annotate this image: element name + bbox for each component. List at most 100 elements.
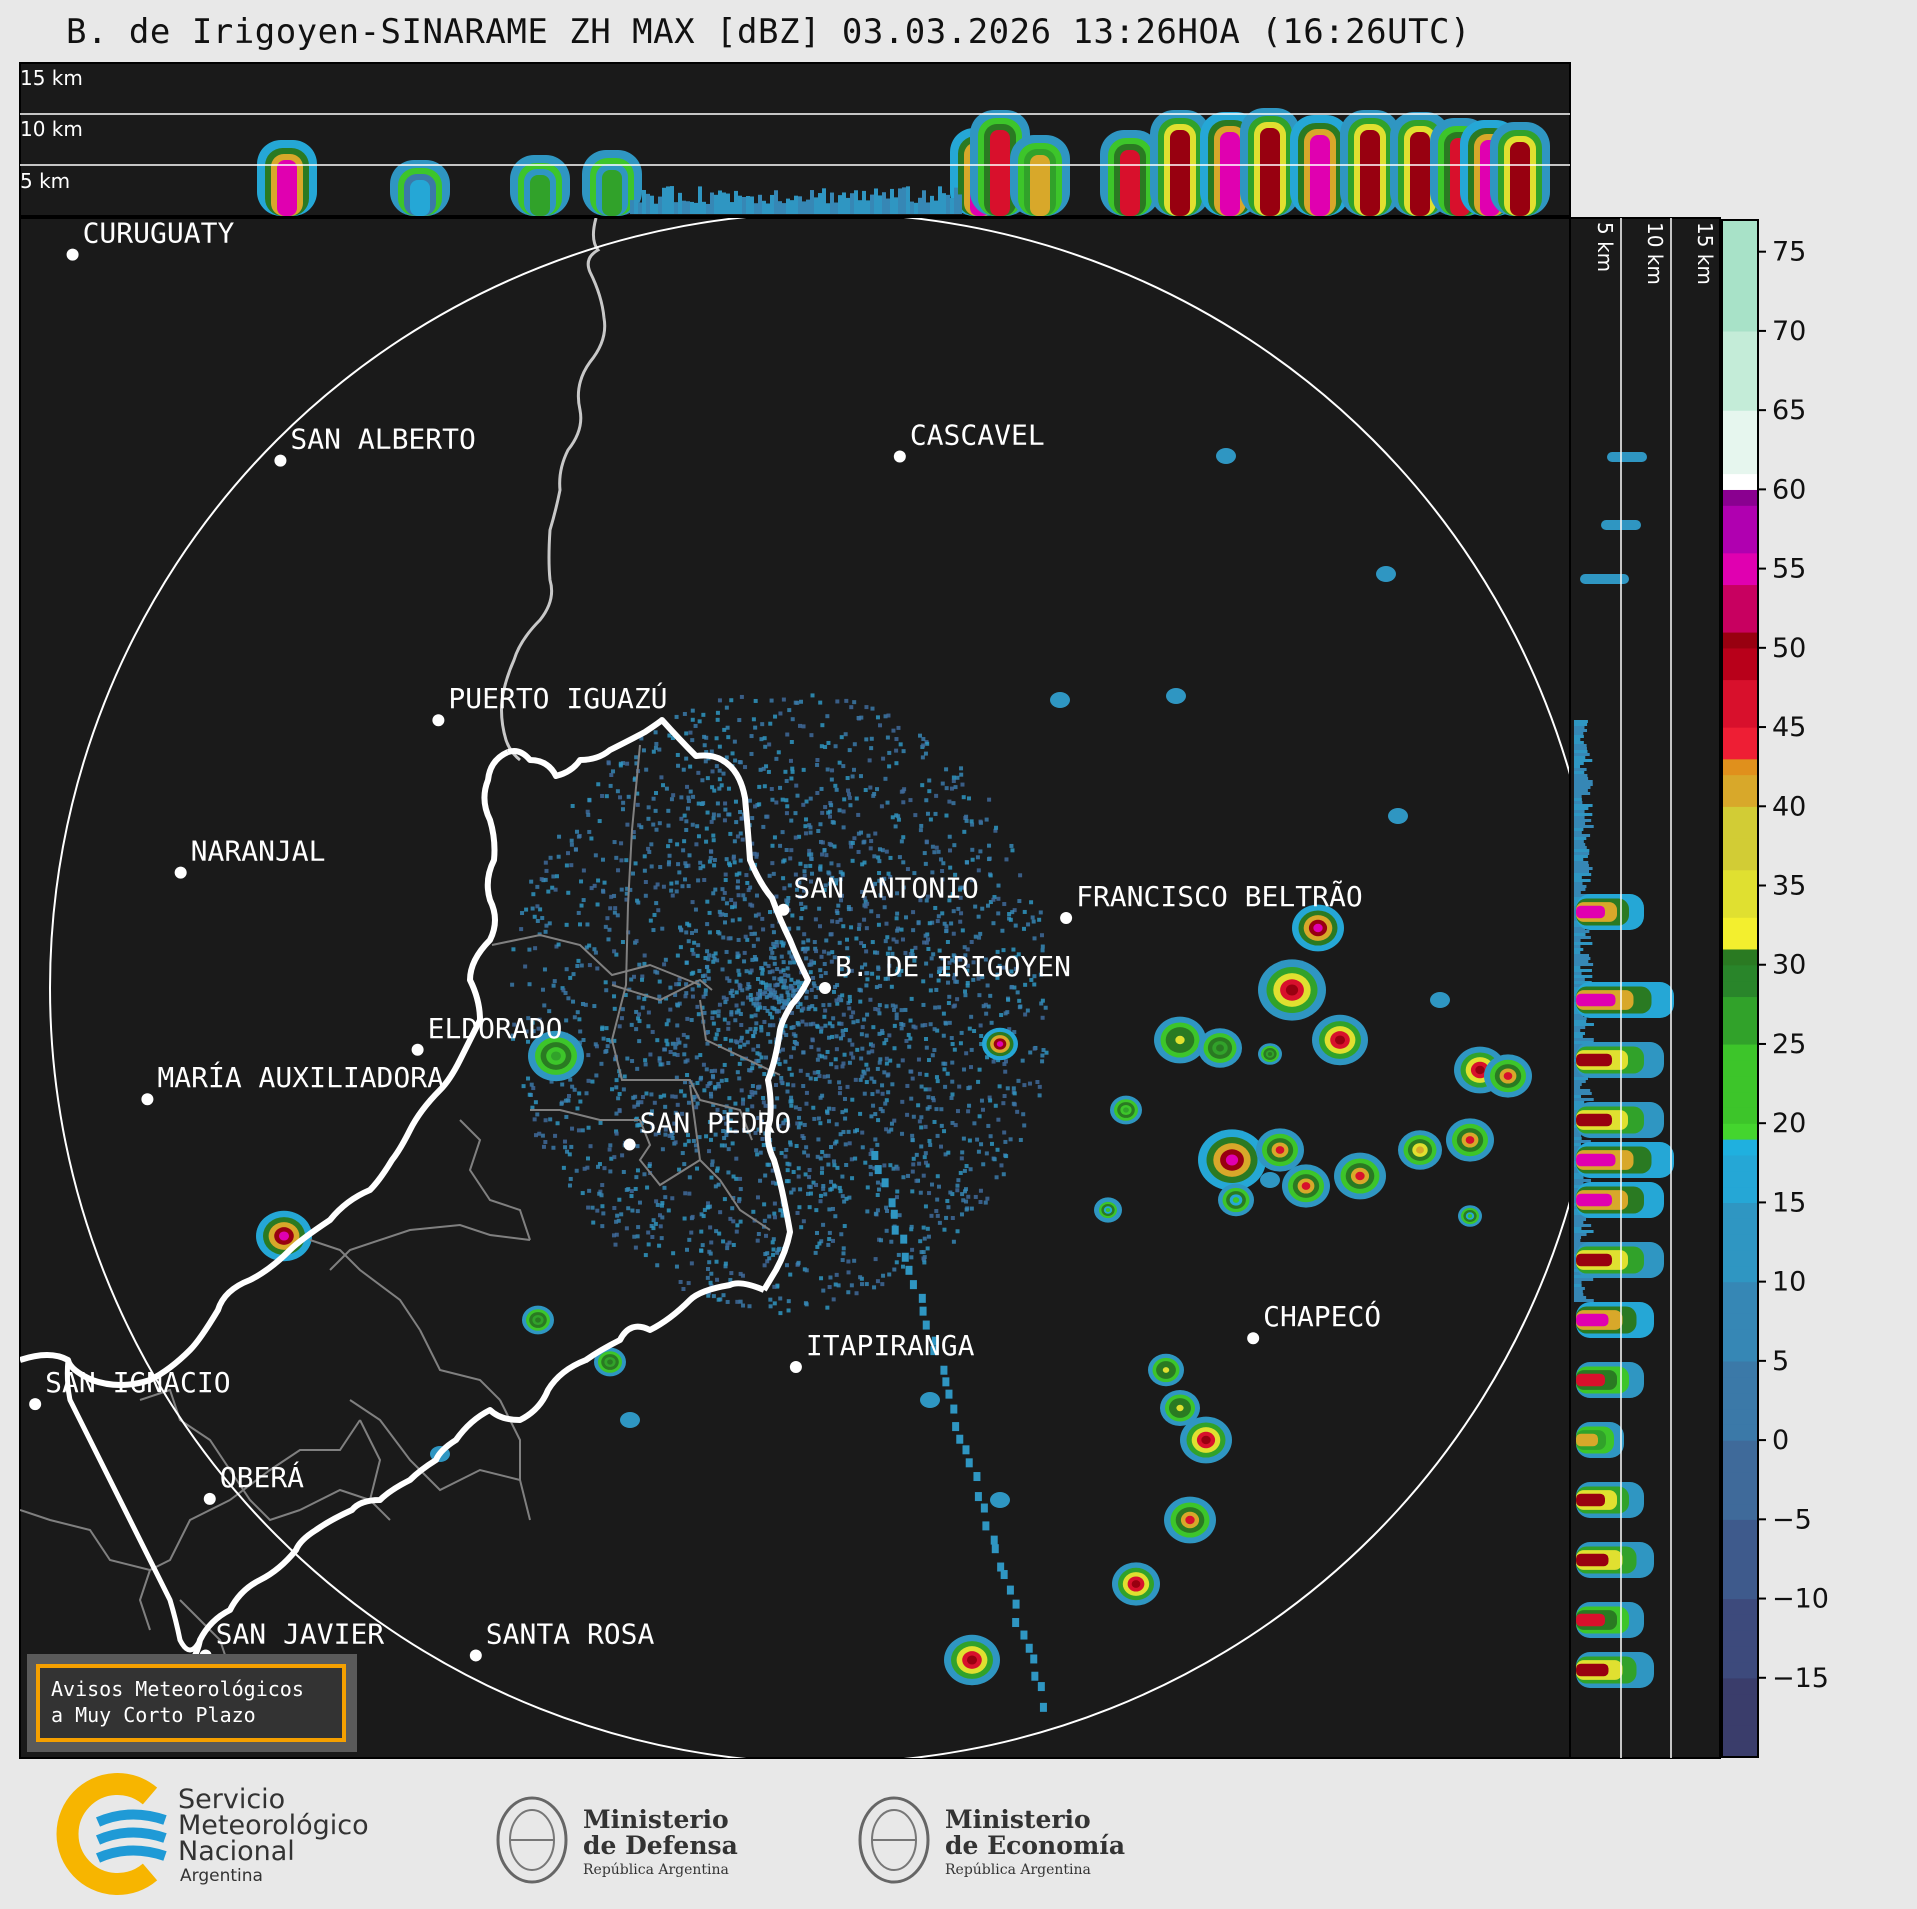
echo-pixel [713, 951, 718, 956]
echo-pixel [865, 977, 870, 982]
echo-pixel [783, 1059, 788, 1064]
echo-pixel [844, 937, 849, 942]
echo-pixel [803, 824, 808, 829]
echo-pixel [830, 950, 835, 955]
echo-pixel [801, 1006, 806, 1011]
echo-pixel [921, 1256, 926, 1261]
echo-pixel [676, 862, 681, 867]
echo-pixel [740, 1001, 745, 1006]
echo-pixel [862, 1091, 867, 1096]
echo-pixel [703, 759, 708, 764]
echo-pixel [620, 807, 625, 812]
side-echo-clutter [1574, 960, 1589, 963]
echo-pixel [641, 748, 646, 753]
echo-pixel [733, 799, 738, 804]
echo-pixel [827, 1285, 832, 1290]
echo-pixel [888, 874, 893, 879]
echo-pixel [573, 847, 578, 852]
echo-pixel [597, 1191, 602, 1196]
echo-pixel [733, 1018, 738, 1023]
echo-pixel [942, 1067, 947, 1072]
echo-pixel [767, 1023, 772, 1028]
echo-pixel [653, 1221, 658, 1226]
echo-pixel [823, 1153, 828, 1158]
echo-pixel [891, 1166, 896, 1171]
side-echo-clutter [1574, 774, 1588, 777]
echo-pixel [729, 1010, 734, 1015]
echo-pixel [894, 737, 899, 742]
top-echo-clutter [814, 197, 818, 214]
echo-pixel [840, 871, 845, 876]
echo-pixel [571, 999, 576, 1004]
echo-pixel [937, 948, 942, 953]
colorbar-segment [1722, 299, 1758, 316]
echo-pixel [839, 898, 844, 903]
echo-pixel [894, 1012, 899, 1017]
echo-pixel [868, 1172, 873, 1177]
echo-pixel [923, 1023, 928, 1028]
echo-pixel [666, 1208, 671, 1213]
echo-pixel [899, 927, 904, 932]
colorbar-segment [1722, 441, 1758, 459]
echo-pixel [723, 920, 728, 925]
echo-pixel [705, 1041, 710, 1046]
side-echo-clutter [1574, 1131, 1583, 1134]
echo-pixel [748, 925, 753, 930]
colorbar-segment [1722, 251, 1758, 269]
echo-pixel [680, 884, 685, 889]
echo-pixel [738, 760, 743, 765]
echo-pixel [524, 1029, 529, 1034]
echo-pixel [936, 978, 941, 983]
echo-pixel [887, 963, 892, 968]
echo-pixel [950, 958, 955, 963]
echo-pixel [650, 1124, 655, 1129]
echo-pixel [765, 1162, 770, 1167]
echo-pixel [935, 919, 940, 924]
echo-pixel [819, 1276, 824, 1281]
echo-pixel [754, 893, 759, 898]
echo-pixel [834, 787, 839, 792]
echo-pixel [724, 949, 729, 954]
echo-pixel [668, 985, 673, 990]
echo-pixel [527, 982, 532, 987]
echo-pixel [791, 1083, 796, 1088]
echo-pixel [626, 1206, 631, 1211]
echo-pixel [641, 1095, 646, 1100]
echo-pixel [921, 1250, 926, 1255]
echo-pixel [711, 1075, 716, 1080]
echo-pixel [682, 1216, 687, 1221]
echo-pixel [779, 993, 784, 998]
echo-pixel [943, 1152, 948, 1157]
echo-pixel [923, 1124, 928, 1129]
echo-pixel [587, 829, 592, 834]
echo-pixel [836, 997, 841, 1002]
echo-pixel [875, 1066, 880, 1071]
top-echo-clutter [906, 186, 910, 214]
echo-pixel [831, 1107, 836, 1112]
echo-pixel [635, 802, 640, 807]
echo-pixel [761, 1095, 766, 1100]
storm-cell [1175, 1035, 1185, 1045]
echo-pixel [535, 1112, 540, 1117]
side-echo [1576, 1663, 1609, 1677]
echo-pixel [636, 900, 641, 905]
side-echo-clutter [1574, 1035, 1583, 1038]
echo-pixel [772, 1211, 777, 1216]
echo-pixel [1002, 902, 1007, 907]
side-echo-clutter [1574, 846, 1587, 849]
echo-pixel [630, 1059, 635, 1064]
city-label: SAN PEDRO [640, 1107, 792, 1140]
echo-pixel [947, 848, 952, 853]
echo-pixel [966, 1109, 971, 1114]
echo-pixel [754, 852, 759, 857]
echo-pixel [810, 1004, 815, 1009]
echo-pixel [711, 838, 716, 843]
echo-pixel [804, 1145, 809, 1150]
echo-pixel [745, 995, 750, 1000]
echo-pixel [716, 1081, 721, 1086]
echo-pixel [880, 1083, 885, 1088]
echo-pixel [985, 1055, 990, 1060]
echo-pixel [646, 1230, 651, 1235]
echo-pixel [873, 1137, 878, 1142]
echo-pixel [890, 1003, 895, 1008]
